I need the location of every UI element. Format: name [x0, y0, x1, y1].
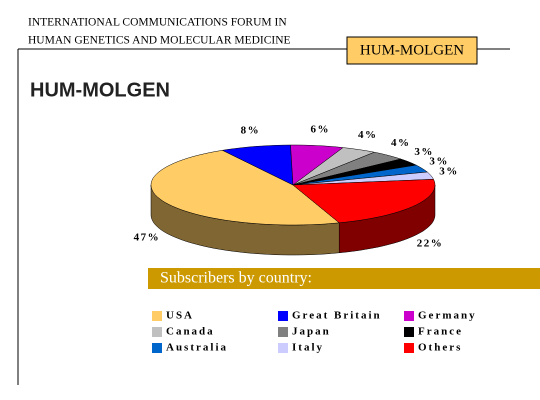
- pie: [150, 144, 436, 256]
- legend-label: Others: [418, 342, 462, 354]
- data-label: 47%: [134, 232, 161, 244]
- legend-swatch: [152, 327, 162, 337]
- legend-label: France: [418, 326, 463, 338]
- legend-label: Australia: [166, 342, 228, 354]
- header-line: HUMAN GENETICS AND MOLECULAR MEDICINE: [28, 35, 291, 47]
- slice: [292, 151, 402, 186]
- legend-swatch: [404, 343, 414, 353]
- legend-label: Germany: [418, 310, 477, 322]
- legend-label: USA: [166, 310, 194, 322]
- chart-subtitle: Subscribers by country:: [160, 270, 312, 287]
- badge: HUM-MOLGEN: [360, 42, 464, 58]
- legend-swatch: [278, 343, 288, 353]
- slice: [292, 179, 436, 224]
- legend-label: Canada: [166, 326, 215, 338]
- slice: [150, 150, 340, 226]
- data-label: 3%: [414, 146, 434, 158]
- legend-swatch: [152, 343, 162, 353]
- slice: [221, 144, 294, 186]
- data-label: 4%: [358, 129, 378, 141]
- data-label: 22%: [417, 238, 444, 250]
- data-label: 3%: [439, 165, 459, 177]
- data-label: 3%: [429, 155, 449, 167]
- data-label: 6%: [311, 123, 331, 135]
- data-label: 4%: [391, 137, 411, 149]
- legend-label: Great Britain: [292, 310, 382, 322]
- data-label: 8%: [241, 125, 261, 137]
- header-line: INTERNATIONAL COMMUNICATIONS FORUM IN: [28, 17, 287, 29]
- subtitle-band: [148, 268, 540, 289]
- legend-swatch: [278, 311, 288, 321]
- legend-label: Japan: [292, 326, 331, 338]
- chart-title: HUM-MOLGEN: [30, 79, 170, 101]
- legend-swatch: [404, 327, 414, 337]
- legend-swatch: [404, 311, 414, 321]
- legend-swatch: [278, 327, 288, 337]
- legend-swatch: [152, 311, 162, 321]
- legend-label: Italy: [292, 342, 324, 354]
- slice: [290, 144, 344, 186]
- slice: [292, 147, 376, 186]
- badge-box: [346, 36, 478, 65]
